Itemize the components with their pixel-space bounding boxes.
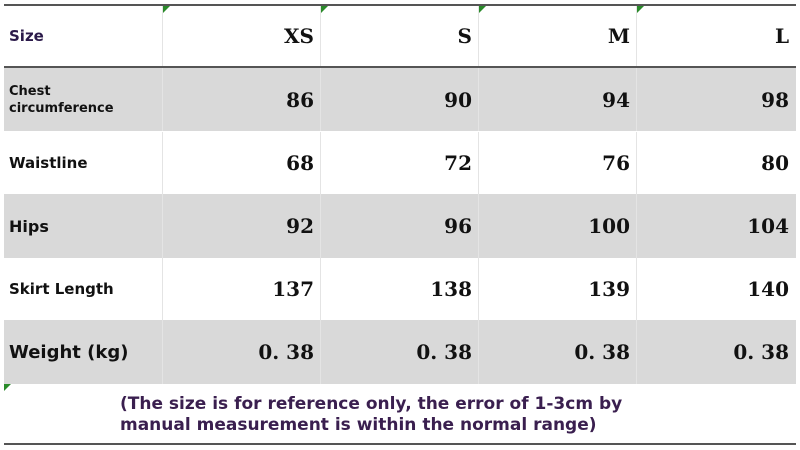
row-label: Hips <box>4 194 163 258</box>
row-label: Size <box>4 6 163 66</box>
size-table: (The size is for reference only, the err… <box>4 4 796 445</box>
cell-value: 0. 38 <box>163 320 321 384</box>
cell-marker <box>321 6 328 13</box>
table-row: Hips 92 96 100 104 <box>4 194 796 258</box>
row-label: Skirt Length <box>4 258 163 320</box>
size-note: (The size is for reference only, the err… <box>120 394 623 435</box>
cell-value: M <box>479 6 637 66</box>
table-row: Waistline 68 72 76 80 <box>4 132 796 194</box>
cell-marker <box>479 6 486 13</box>
cell-marker <box>163 6 170 13</box>
cell-value: 137 <box>163 258 321 320</box>
row-label: Weight (kg) <box>4 320 163 384</box>
row-label: Chest circumference <box>4 68 163 131</box>
cell-value: L <box>774 24 789 48</box>
cell-value: S <box>321 6 479 66</box>
header-rule <box>4 66 796 68</box>
cell-value: 100 <box>479 194 637 258</box>
cell-value: 90 <box>321 68 479 131</box>
cell-value: 0. 38 <box>321 320 479 384</box>
table-row: Weight (kg) 0. 38 0. 38 0. 38 0. 38 <box>4 320 796 384</box>
cell-value: 76 <box>479 132 637 194</box>
cell-value: 92 <box>163 194 321 258</box>
row-label: Waistline <box>4 132 163 194</box>
cell-value: 68 <box>163 132 321 194</box>
cell-value: 72 <box>321 132 479 194</box>
cell-value: 86 <box>163 68 321 131</box>
cell-value: 140 <box>747 277 789 301</box>
cell-value: 98 <box>761 87 789 112</box>
cell-value: 138 <box>321 258 479 320</box>
cell-value: 104 <box>747 214 789 238</box>
cell-value: 139 <box>479 258 637 320</box>
cell-value: 0. 38 <box>733 340 789 364</box>
cell-value: 94 <box>479 68 637 131</box>
cell-marker <box>4 384 11 391</box>
cell-value: XS <box>163 6 321 66</box>
cell-value: 0. 38 <box>479 320 637 384</box>
table-row: Skirt Length 137 138 139 140 <box>4 258 796 320</box>
header-row: Size XS S M L <box>4 6 796 66</box>
cell-value: 80 <box>761 151 789 175</box>
cell-marker <box>637 6 644 13</box>
cell-value: 96 <box>321 194 479 258</box>
table-row: Chest circumference 86 90 94 98 <box>4 68 796 131</box>
